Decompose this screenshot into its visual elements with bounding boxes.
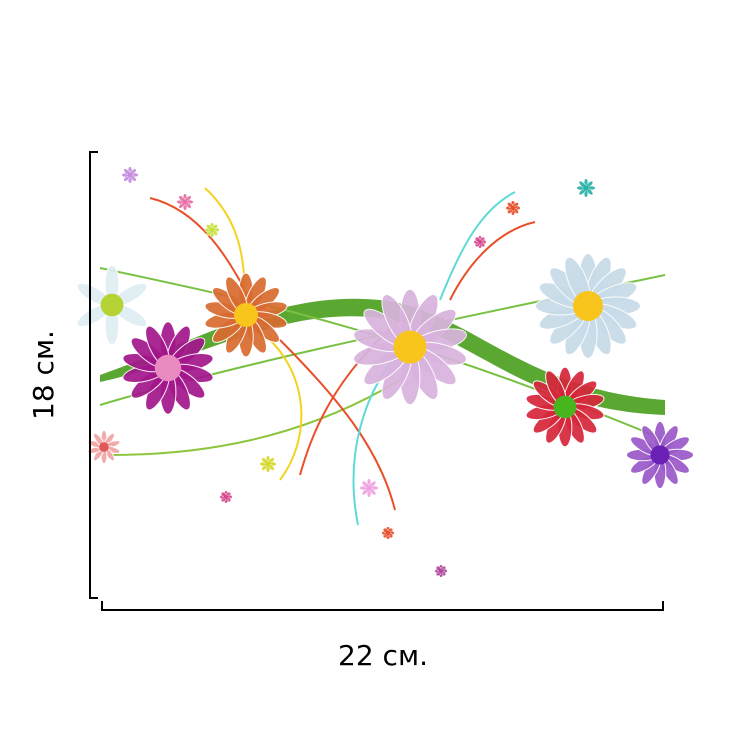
stem: [449, 221, 536, 301]
flower: [473, 235, 487, 249]
flower: [381, 526, 395, 540]
stem: [279, 339, 396, 511]
flower: [176, 193, 194, 211]
stem: [109, 379, 401, 456]
flower: [434, 564, 448, 578]
width-label: 22 см.: [338, 639, 428, 672]
flower: [76, 264, 148, 346]
flower-center: [386, 531, 390, 535]
flower-center: [573, 291, 603, 321]
flower-center: [182, 199, 188, 205]
flower: [121, 166, 139, 184]
stem: [269, 339, 303, 481]
flower-center: [154, 354, 182, 382]
flower-center: [478, 240, 482, 244]
flower-center: [439, 569, 443, 573]
flower: [122, 321, 214, 415]
flower: [625, 420, 695, 490]
flower-center: [366, 485, 372, 491]
flower-center: [99, 442, 109, 452]
height-label: 18 см.: [27, 330, 60, 420]
flower: [535, 253, 641, 359]
flower: [353, 288, 467, 406]
flower-center: [209, 227, 215, 233]
flower-center: [510, 205, 516, 211]
flower-center: [393, 330, 427, 364]
flower: [87, 429, 121, 465]
flower-center: [583, 185, 589, 191]
floral-print: [76, 166, 695, 578]
flower: [259, 455, 277, 473]
flower-center: [100, 293, 124, 317]
stem: [439, 191, 516, 301]
flower: [576, 178, 596, 198]
flower: [525, 366, 605, 448]
flower: [359, 478, 379, 498]
flower-center: [553, 395, 577, 419]
flower: [204, 222, 220, 238]
flower: [219, 490, 233, 504]
flower-center: [234, 303, 258, 327]
flower-center: [224, 495, 228, 499]
flower-center: [265, 461, 271, 467]
flower: [204, 272, 288, 358]
flower-center: [127, 172, 133, 178]
flower-center: [650, 445, 670, 465]
flower: [505, 200, 521, 216]
